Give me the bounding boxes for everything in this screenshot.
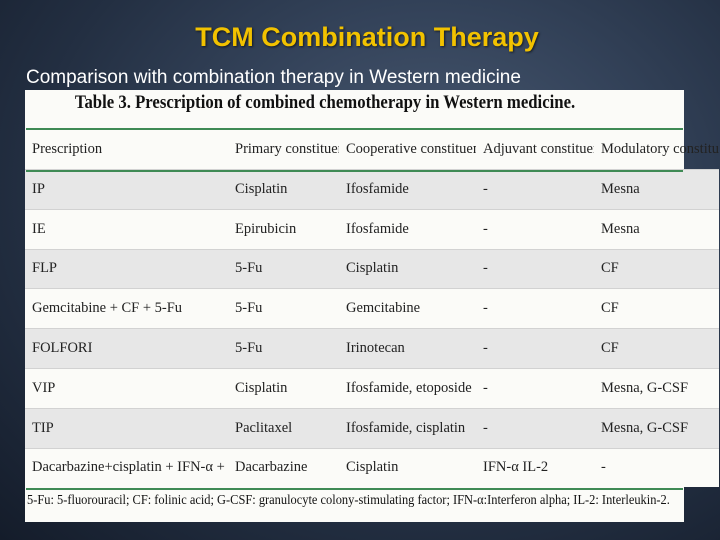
table-row: Dacarbazine+cisplatin + IFN-α + IL-2Daca… bbox=[25, 447, 719, 488]
table-cell: - bbox=[476, 328, 594, 369]
table-row: Gemcitabine + CF + 5-Fu 5-Fu Gemcitabine - C… bbox=[25, 288, 719, 329]
table-cell: CF bbox=[594, 248, 719, 289]
table-cell: 5-Fu bbox=[228, 248, 339, 289]
table-cell: Gemcitabine bbox=[339, 288, 476, 329]
table-cell: Irinotecan bbox=[339, 328, 476, 369]
header-rule bbox=[26, 170, 683, 172]
table-cell: - bbox=[594, 447, 719, 488]
table-cell: FOLFORI bbox=[25, 328, 228, 369]
table-cell: Cisplatin bbox=[339, 447, 476, 488]
header-prescription: Prescription bbox=[32, 141, 103, 157]
table-row: IP Cisplatin Ifosfamide - Mesna bbox=[25, 169, 719, 210]
table-cell: CF bbox=[594, 328, 719, 369]
table-cell: Ifosfamide bbox=[339, 169, 476, 210]
table-footnote: 5-Fu: 5-fluorouracil; CF: folinic acid; … bbox=[27, 492, 670, 507]
table-cell: Gemcitabine + CF + 5-Fu bbox=[25, 288, 228, 329]
table-row: TIP Paclitaxel Ifosfamide, cisplatin - Mesna… bbox=[25, 407, 719, 449]
table-cell: IP bbox=[25, 169, 228, 210]
table-cell: Ifosfamide, cisplatin bbox=[339, 407, 476, 449]
table-cell: Epirubicin bbox=[228, 208, 339, 250]
prescription-table: Prescription Primary constituent Coopera… bbox=[25, 130, 719, 488]
table-cell: - bbox=[476, 367, 594, 409]
table-cell: VIP bbox=[25, 367, 228, 409]
table-cell: 5-Fu bbox=[228, 328, 339, 369]
table-cell: 5-Fu bbox=[228, 288, 339, 329]
table-cell: IFN-α IL-2 bbox=[476, 447, 594, 488]
slide-title: TCM Combination Therapy bbox=[195, 22, 539, 52]
header-primary: Primary constituent bbox=[235, 141, 339, 157]
table-row: IE Epirubicin Ifosfamide - Mesna bbox=[25, 208, 719, 250]
header-adjuvant: Adjuvant constituent bbox=[483, 141, 594, 157]
table-cell: Mesna bbox=[594, 169, 719, 210]
table-row: VIP Cisplatin Ifosfamide, etoposide - Mesna,… bbox=[25, 367, 719, 409]
table-cell: Dacarbazine bbox=[228, 447, 339, 488]
table-cell: Dacarbazine+cisplatin + IFN-α + IL-2 bbox=[25, 447, 228, 488]
table-cell: IE bbox=[25, 208, 228, 250]
table-caption: Table 3. Prescription of combined chemot… bbox=[74, 92, 576, 113]
table-header-row: Prescription Primary constituent Coopera… bbox=[25, 130, 719, 170]
table-cell: FLP bbox=[25, 248, 228, 289]
table-cell: Paclitaxel bbox=[228, 407, 339, 449]
table-cell: - bbox=[476, 208, 594, 250]
table-cell: - bbox=[476, 288, 594, 329]
table-cell: - bbox=[476, 169, 594, 210]
table-cell: Mesna, G-CSF bbox=[594, 367, 719, 409]
table-row: FOLFORI 5-Fu Irinotecan - CF bbox=[25, 328, 719, 369]
table-row: FLP 5-Fu Cisplatin - CF bbox=[25, 248, 719, 289]
slide-subtitle: Comparison with combination therapy in W… bbox=[26, 67, 521, 88]
top-rule bbox=[26, 128, 683, 130]
bottom-rule bbox=[26, 488, 683, 490]
table-cell: Cisplatin bbox=[228, 169, 339, 210]
table-cell: - bbox=[476, 407, 594, 449]
header-cooperative: Cooperative constituent bbox=[346, 141, 476, 157]
table-cell: Cisplatin bbox=[228, 367, 339, 409]
table-cell: Ifosfamide, etoposide bbox=[339, 367, 476, 409]
table-cell: Mesna, G-CSF bbox=[594, 407, 719, 449]
table-cell: Mesna bbox=[594, 208, 719, 250]
prescription-table-image: Table 3. Prescription of combined chemot… bbox=[25, 90, 719, 522]
table-cell: - bbox=[476, 248, 594, 289]
table-cell: Ifosfamide bbox=[339, 208, 476, 250]
table-cell: Cisplatin bbox=[339, 248, 476, 289]
table-cell: TIP bbox=[25, 407, 228, 449]
table-cell: CF bbox=[594, 288, 719, 329]
header-modulatory: Modulatory constituent bbox=[601, 141, 719, 157]
